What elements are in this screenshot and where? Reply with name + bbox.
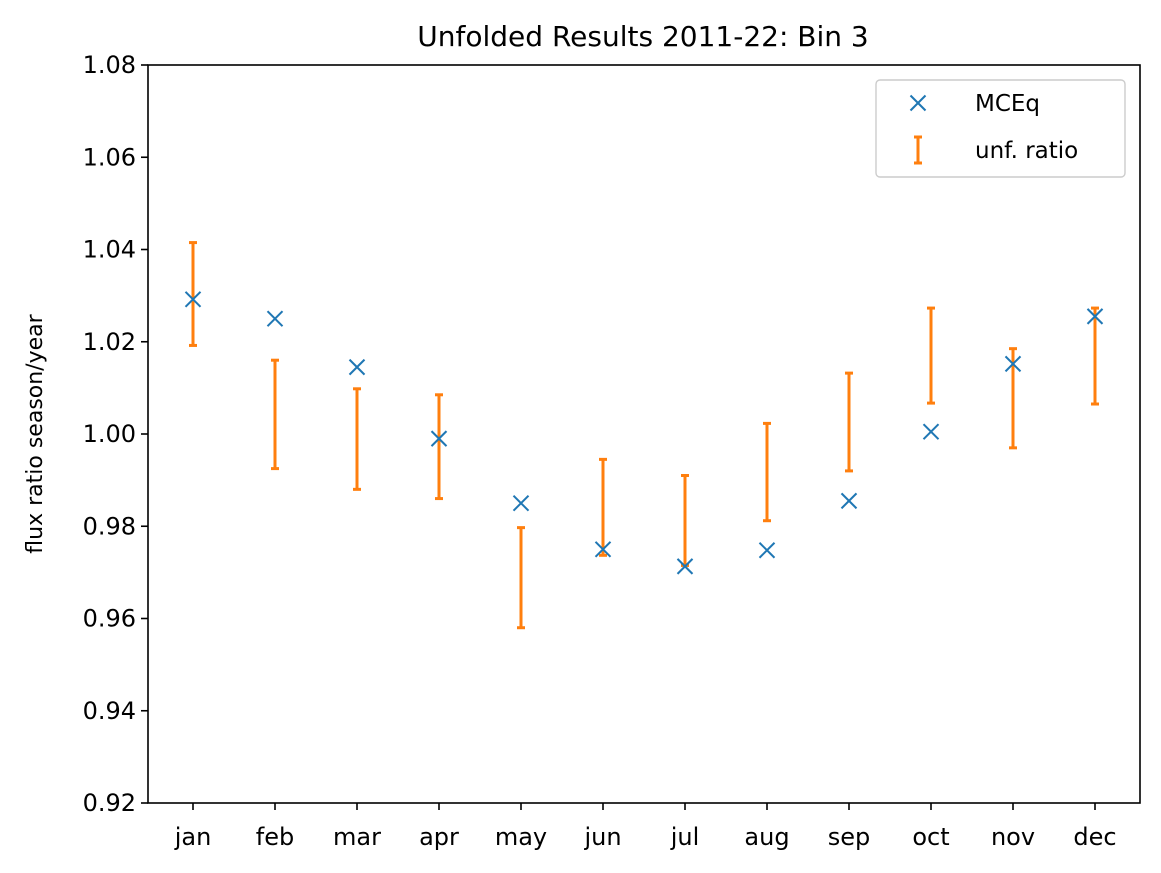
y-tick-label: 1.06 bbox=[83, 143, 136, 171]
errorbar bbox=[435, 393, 443, 501]
errorbar bbox=[763, 421, 771, 523]
y-axis-label: flux ratio season/year bbox=[23, 313, 48, 553]
errorbar bbox=[189, 241, 197, 347]
mceq-point bbox=[430, 430, 448, 447]
errorbar bbox=[353, 387, 361, 491]
y-tick-label: 1.00 bbox=[83, 420, 136, 448]
mceq-point bbox=[184, 291, 202, 308]
mceq-point bbox=[348, 358, 366, 376]
chart-title: Unfolded Results 2011-22: Bin 3 bbox=[417, 20, 868, 53]
mceq-point bbox=[840, 492, 858, 510]
mceq-point bbox=[922, 423, 940, 440]
mceq-marker-stroke bbox=[184, 291, 202, 308]
mceq-marker-stroke bbox=[922, 423, 940, 440]
legend-label-unf-ratio: unf. ratio bbox=[975, 138, 1078, 164]
mceq-point bbox=[758, 542, 776, 559]
errorbar bbox=[599, 457, 607, 557]
legend-box bbox=[875, 79, 1126, 178]
legend-item-unf-ratio: unf. ratio bbox=[914, 135, 1078, 165]
mceq-marker-stroke bbox=[512, 494, 530, 512]
y-tick-label: 1.04 bbox=[83, 236, 136, 264]
errorbar bbox=[927, 306, 935, 405]
plot-area: 0.92 0.94 0.96 0.98 1.00 1.02 1.04 1.06 1.08 jan f… bbox=[83, 51, 1141, 851]
errorbar bbox=[1091, 306, 1099, 406]
errorbar bbox=[845, 371, 853, 473]
y-tick-label: 0.92 bbox=[83, 789, 136, 817]
x-tick-label: jun bbox=[583, 823, 621, 851]
mceq-point bbox=[676, 558, 694, 575]
mceq-marker-stroke bbox=[1086, 308, 1104, 325]
x-tick-label: mar bbox=[333, 823, 381, 851]
legend-item-mceq: MCEq bbox=[909, 91, 1040, 117]
mceq-marker-stroke bbox=[1004, 355, 1022, 373]
errorbar bbox=[271, 358, 279, 471]
mceq-marker-stroke bbox=[430, 430, 448, 447]
x-tick-label: dec bbox=[1073, 823, 1116, 851]
legend: MCEq unf. ratio bbox=[875, 79, 1126, 178]
y-tick-label: 1.08 bbox=[83, 51, 136, 79]
y-tick-label: 0.98 bbox=[83, 512, 136, 540]
x-tick-label: aug bbox=[744, 823, 789, 851]
x-tick-label: may bbox=[495, 823, 547, 851]
x-tick-label: jan bbox=[174, 823, 212, 851]
x-tick-label: apr bbox=[419, 823, 459, 851]
x-tick-label: feb bbox=[256, 823, 294, 851]
x-tick-label: nov bbox=[991, 823, 1035, 851]
y-tick-label: 1.02 bbox=[83, 328, 136, 356]
mceq-point bbox=[512, 494, 530, 512]
mceq-marker-stroke bbox=[676, 558, 694, 575]
mceq-marker-stroke bbox=[266, 310, 284, 327]
legend-label-mceq: MCEq bbox=[975, 91, 1040, 117]
mceq-point bbox=[1004, 355, 1022, 373]
mceq-marker-stroke bbox=[840, 492, 858, 510]
mceq-point bbox=[594, 541, 612, 558]
mceq-marker-stroke bbox=[348, 358, 366, 376]
errorbar bbox=[681, 474, 689, 567]
mceq-marker-stroke bbox=[758, 542, 776, 559]
x-tick-label: jul bbox=[670, 823, 700, 851]
y-tick-label: 0.96 bbox=[83, 605, 136, 633]
errorbar bbox=[517, 526, 525, 630]
mceq-marker-stroke bbox=[594, 541, 612, 558]
mceq-point bbox=[1086, 308, 1104, 325]
x-tick-label: sep bbox=[828, 823, 871, 851]
y-tick-label: 0.94 bbox=[83, 697, 136, 725]
mceq-point bbox=[266, 310, 284, 327]
x-tick-label: oct bbox=[912, 823, 949, 851]
legend-mceq-marker bbox=[909, 94, 927, 112]
